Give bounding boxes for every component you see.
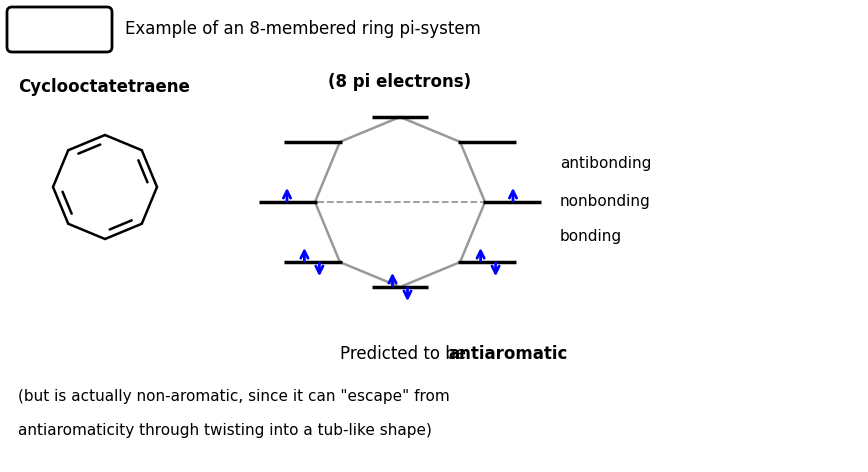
Text: antibonding: antibonding — [560, 157, 651, 171]
Text: Predicted to be: Predicted to be — [340, 345, 471, 363]
Text: Cyclooctatetraene: Cyclooctatetraene — [18, 78, 190, 96]
Text: Example of an 8-membered ring pi-system: Example of an 8-membered ring pi-system — [125, 20, 481, 39]
FancyBboxPatch shape — [7, 7, 112, 52]
Text: nonbonding: nonbonding — [560, 194, 651, 210]
Text: antiaromaticity through twisting into a tub-like shape): antiaromaticity through twisting into a … — [18, 422, 432, 438]
Text: (8 pi electrons): (8 pi electrons) — [328, 73, 471, 91]
Text: (but is actually non-aromatic, since it can "escape" from: (but is actually non-aromatic, since it … — [18, 389, 450, 405]
Text: n = 8: n = 8 — [33, 20, 86, 39]
Text: antiaromatic: antiaromatic — [448, 345, 568, 363]
Text: bonding: bonding — [560, 229, 622, 244]
